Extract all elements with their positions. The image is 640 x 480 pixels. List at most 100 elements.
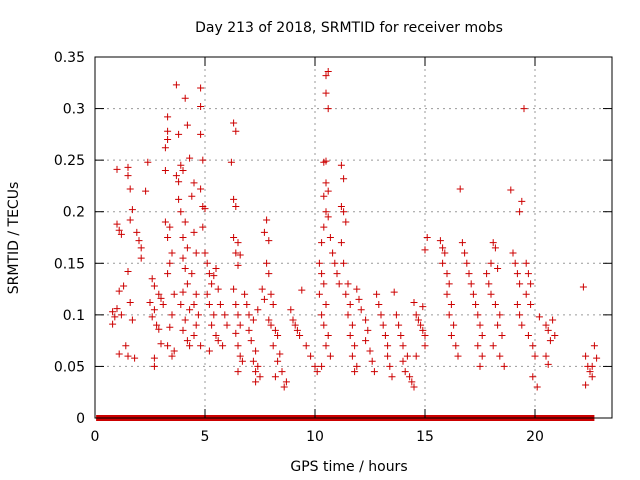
data-point — [406, 373, 414, 381]
data-point — [296, 331, 304, 339]
data-point — [494, 264, 502, 272]
data-point — [520, 105, 528, 113]
data-point — [161, 218, 169, 226]
data-point — [366, 347, 374, 355]
data-point — [320, 280, 328, 288]
data-point — [527, 301, 535, 309]
data-point — [190, 228, 198, 236]
data-point — [322, 342, 330, 350]
data-point — [168, 311, 176, 319]
data-point — [439, 259, 447, 267]
data-point — [197, 84, 205, 92]
data-point — [278, 368, 286, 376]
data-point — [234, 261, 242, 269]
y-tick-label: 0.05 — [54, 359, 85, 375]
axis-ticks: 0 0.05 0.1 0.15 0.2 0.25 0.3 0.35 0 5 10 15 20 — [54, 50, 612, 445]
data-point — [509, 249, 517, 257]
data-point — [590, 342, 598, 350]
data-point — [320, 192, 328, 200]
data-point — [421, 246, 429, 254]
data-point — [227, 158, 235, 166]
data-point — [410, 383, 418, 391]
data-point — [197, 185, 205, 193]
data-point — [168, 352, 176, 360]
data-point — [357, 306, 365, 314]
data-point — [318, 362, 326, 370]
data-point — [170, 347, 178, 355]
data-point — [214, 337, 222, 345]
data-point — [179, 254, 187, 262]
data-point — [489, 239, 497, 247]
data-point — [157, 294, 165, 302]
y-tick-label: 0.3 — [63, 102, 85, 118]
data-point — [164, 113, 172, 121]
data-point — [258, 285, 266, 293]
data-point — [168, 249, 176, 257]
data-point — [483, 270, 491, 278]
data-point — [463, 259, 471, 267]
data-point — [529, 342, 537, 350]
data-point — [586, 368, 594, 376]
data-point — [179, 166, 187, 174]
data-point — [210, 272, 218, 280]
data-point — [513, 301, 521, 309]
data-point — [441, 249, 449, 257]
data-point — [342, 290, 350, 298]
data-point — [188, 270, 196, 278]
data-point — [192, 321, 200, 329]
data-point — [190, 331, 198, 339]
data-point — [287, 306, 295, 314]
data-point — [183, 121, 191, 129]
x-axis-label: GPS time / hours — [290, 459, 407, 475]
data-point — [232, 249, 240, 257]
data-point — [529, 373, 537, 381]
data-point — [522, 259, 530, 267]
data-point — [386, 362, 394, 370]
data-point — [109, 308, 117, 316]
data-point — [205, 270, 213, 278]
data-point — [494, 321, 502, 329]
data-point — [313, 368, 321, 376]
data-point — [124, 352, 132, 360]
data-point — [456, 185, 464, 193]
y-tick-label: 0.2 — [63, 205, 85, 221]
data-point — [322, 179, 330, 187]
data-point — [271, 326, 279, 334]
data-point — [326, 352, 334, 360]
data-point — [150, 362, 158, 370]
data-point — [322, 157, 330, 165]
data-point — [337, 161, 345, 169]
data-point — [516, 311, 524, 319]
data-point — [326, 234, 334, 241]
data-point — [210, 311, 218, 319]
data-point — [353, 285, 361, 293]
data-point — [282, 378, 290, 386]
data-point — [518, 197, 526, 205]
data-point — [318, 270, 326, 278]
data-point — [183, 280, 191, 288]
data-point — [265, 270, 273, 278]
data-point — [199, 156, 207, 164]
data-point — [318, 311, 326, 319]
data-point — [478, 331, 486, 339]
data-point — [414, 316, 422, 324]
data-point — [351, 368, 359, 376]
data-point — [128, 206, 136, 214]
data-point — [293, 326, 301, 334]
data-point — [109, 320, 117, 328]
data-point — [498, 331, 506, 339]
data-point — [203, 259, 211, 267]
data-point — [353, 362, 361, 370]
data-point — [113, 305, 121, 313]
data-point — [544, 360, 552, 368]
data-point — [236, 352, 244, 360]
data-point — [318, 239, 326, 247]
data-point — [368, 357, 376, 365]
data-point — [267, 321, 275, 329]
data-point — [199, 223, 207, 231]
data-point — [355, 295, 363, 303]
data-point — [177, 301, 185, 309]
data-point — [265, 237, 273, 245]
data-point — [496, 311, 504, 319]
data-point — [527, 280, 535, 288]
